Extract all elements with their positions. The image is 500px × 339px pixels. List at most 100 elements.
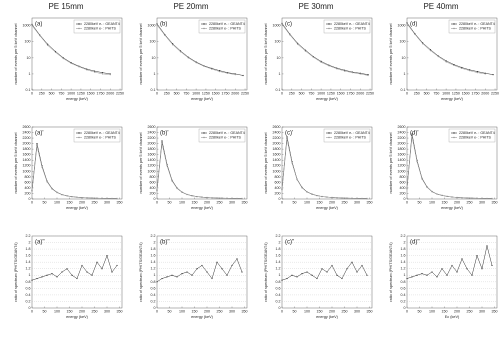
x-axis-label: energy (keV) — [66, 206, 88, 210]
data-point — [471, 274, 473, 276]
data-point — [106, 255, 108, 257]
y-tick-label: 1000 — [148, 169, 156, 173]
data-point — [456, 196, 458, 199]
legend-marker — [328, 132, 330, 134]
data-point — [406, 23, 408, 25]
y-tick-label: 0 — [404, 306, 406, 310]
y-tick-label: 1.2 — [151, 267, 156, 271]
data-point — [344, 70, 346, 72]
x-tick-label: 1500 — [462, 91, 470, 95]
data-point — [451, 264, 453, 267]
data-point — [453, 64, 455, 66]
y-tick-label: 1200 — [148, 164, 156, 168]
x-tick-label: 250 — [289, 91, 295, 95]
series-line — [281, 23, 369, 75]
legend-label: 2280keV e- : PHITS — [209, 26, 242, 30]
data-point — [36, 277, 38, 280]
x-tick-label: 1500 — [337, 91, 345, 95]
y-tick-label: 0.2 — [151, 299, 156, 303]
plot-frame — [31, 17, 123, 91]
data-point — [211, 197, 213, 199]
data-point — [326, 271, 328, 273]
data-point — [304, 50, 307, 52]
y-tick-label: 1.4 — [401, 260, 406, 264]
y-tick-label: 1800 — [148, 147, 156, 151]
x-tick-label: 150 — [442, 200, 448, 204]
data-point — [431, 191, 433, 193]
data-point — [166, 276, 168, 278]
y-tick-label: 1.6 — [26, 254, 31, 258]
data-point — [106, 197, 108, 199]
data-point — [101, 268, 103, 270]
x-tick-label: 50 — [293, 200, 297, 204]
legend-label: 2280keV e- : PHITS — [334, 26, 367, 30]
legend-marker — [453, 132, 455, 134]
x-tick-label: 2000 — [106, 91, 114, 95]
data-point — [242, 74, 244, 77]
x-tick-label: 150 — [317, 309, 323, 313]
y-tick-label: 1.2 — [401, 267, 406, 271]
data-point — [416, 161, 418, 163]
data-point — [116, 197, 118, 200]
x-axis-label: energy (keV) — [66, 315, 88, 319]
y-tick-label: 100 — [150, 40, 156, 44]
plot-frame — [31, 126, 123, 200]
legend-marker — [203, 27, 205, 30]
x-tick-label: 250 — [467, 200, 473, 204]
y-tick-label: 0 — [279, 306, 281, 310]
y-axis-label: ratio of spectrum (PHITS/GEANT4) — [389, 242, 393, 302]
data-point — [172, 44, 174, 46]
y-tick-label: 2 — [404, 240, 406, 244]
data-point — [296, 276, 298, 278]
y-axis-label: number of events per 5 keV channel — [139, 23, 143, 84]
data-point — [336, 68, 338, 70]
y-tick-label: 1000 — [398, 24, 406, 28]
data-point — [336, 274, 338, 276]
y-tick-label: 2.2 — [276, 234, 281, 238]
y-tick-label: 10 — [152, 56, 156, 60]
data-point — [312, 56, 314, 58]
data-point — [191, 195, 193, 197]
data-point — [356, 271, 358, 273]
legend-marker — [78, 23, 80, 25]
x-tick-label: 200 — [329, 200, 335, 204]
plot-frame — [406, 126, 498, 200]
y-tick-label: 1600 — [273, 153, 281, 157]
panel-label: (b)'' — [160, 240, 170, 246]
x-tick-label: 750 — [433, 91, 439, 95]
y-tick-label: 800 — [275, 175, 281, 179]
data-point — [71, 274, 73, 276]
y-tick-label: 1000 — [273, 24, 281, 28]
x-tick-label: 250 — [342, 200, 348, 204]
x-tick-label: 250 — [342, 309, 348, 313]
legend-marker — [78, 132, 80, 134]
x-tick-label: 350 — [367, 200, 373, 204]
x-tick-label: 300 — [229, 200, 235, 204]
data-point — [466, 197, 468, 199]
data-point — [481, 268, 483, 270]
series-line — [281, 136, 368, 199]
data-point — [351, 197, 353, 199]
data-point — [71, 196, 73, 198]
x-tick-label: 2250 — [241, 91, 249, 95]
x-tick-label: 300 — [479, 309, 485, 313]
data-point — [66, 195, 68, 197]
x-tick-label: 300 — [354, 309, 360, 313]
y-tick-label: 10 — [277, 56, 281, 60]
legend-label: 2280keV e- : PHITS — [334, 135, 367, 139]
data-point — [471, 197, 473, 199]
data-point — [226, 197, 228, 199]
y-tick-label: 1800 — [23, 147, 31, 151]
x-tick-label: 200 — [454, 200, 460, 204]
legend-label: 2280keV e- : GEANT4 — [84, 22, 120, 26]
y-tick-label: 1400 — [273, 158, 281, 162]
data-point — [156, 281, 158, 283]
data-point — [476, 255, 478, 257]
data-point — [231, 264, 233, 267]
legend-marker — [453, 136, 455, 139]
y-tick-label: 0.4 — [276, 293, 281, 297]
x-tick-label: 0 — [281, 309, 283, 313]
data-point — [231, 197, 233, 199]
data-point — [366, 197, 368, 200]
y-tick-label: 2000 — [398, 142, 406, 146]
